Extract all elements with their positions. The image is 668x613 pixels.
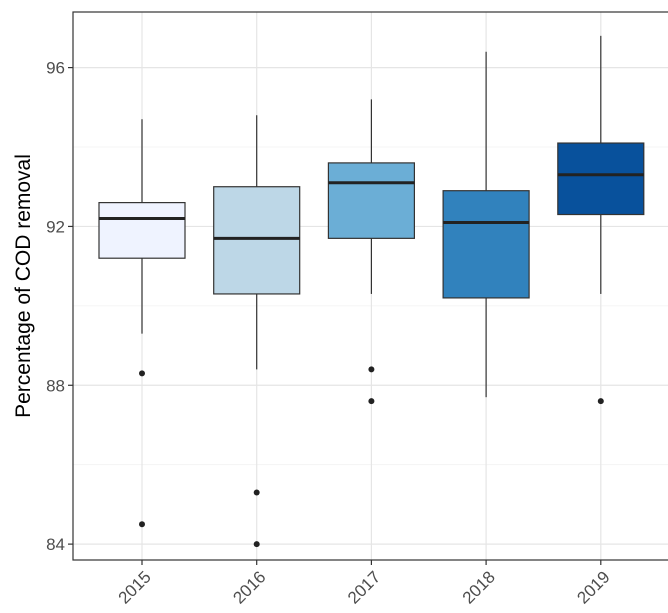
y-tick-label: 96 bbox=[46, 59, 65, 78]
box-layer bbox=[98, 35, 645, 548]
plot-panel-border bbox=[72, 11, 668, 561]
box-2015 bbox=[98, 119, 186, 528]
outlier-point bbox=[597, 398, 604, 405]
outlier-point bbox=[139, 370, 145, 377]
x-tick-label: 2019 bbox=[573, 567, 613, 607]
x-tick-label: 2015 bbox=[115, 567, 155, 607]
x-tick-label: 2018 bbox=[459, 567, 499, 607]
box-body bbox=[213, 186, 301, 295]
y-axis-title: Percentage of COD removal bbox=[12, 154, 35, 418]
box-body bbox=[442, 190, 530, 299]
y-tick-label: 84 bbox=[46, 535, 65, 554]
box-2016 bbox=[213, 115, 301, 548]
box-body bbox=[557, 142, 645, 216]
box-2019 bbox=[557, 35, 645, 405]
outlier-point bbox=[139, 521, 145, 528]
x-tick-label: 2016 bbox=[229, 567, 269, 607]
outlier-point bbox=[253, 541, 260, 548]
box-2017 bbox=[327, 99, 415, 405]
box-body bbox=[98, 202, 186, 259]
box-body bbox=[327, 162, 415, 239]
outlier-point bbox=[368, 366, 375, 373]
outlier-point bbox=[368, 398, 375, 405]
axis-layer: 84 88 92 96 2015 2016 2017 2018 2019 bbox=[46, 59, 614, 608]
outlier-point bbox=[253, 489, 260, 496]
grid-layer bbox=[73, 12, 668, 560]
y-tick-label: 88 bbox=[46, 376, 65, 395]
y-tick-label: 92 bbox=[46, 217, 65, 236]
box-2018 bbox=[442, 51, 530, 398]
x-tick-label: 2017 bbox=[344, 567, 384, 607]
